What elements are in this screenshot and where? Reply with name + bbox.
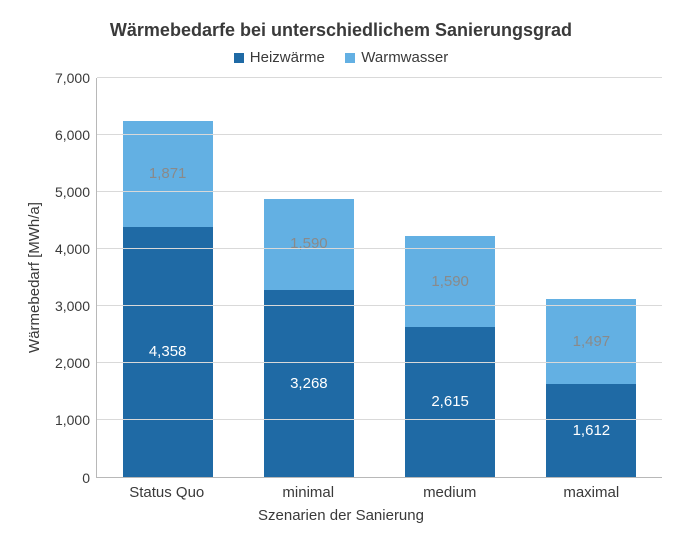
x-tick-label: medium xyxy=(405,484,495,501)
bar-value-label: 4,358 xyxy=(149,343,187,360)
y-axis-label-wrap: Wärmebedarf [MWh/a] xyxy=(20,78,48,478)
bar-column: 3,268 1,590 xyxy=(264,199,354,477)
bar-value-label: 1,612 xyxy=(573,422,611,439)
y-axis-label: Wärmebedarf [MWh/a] xyxy=(26,202,43,353)
y-tick-label: 5,000 xyxy=(55,184,90,200)
chart-legend: Heizwärme Warmwasser xyxy=(20,49,662,68)
y-tick-label: 6,000 xyxy=(55,127,90,143)
legend-label: Heizwärme xyxy=(250,49,325,66)
bar-segment-warmwasser: 1,497 xyxy=(546,299,636,385)
y-tick-label: 2,000 xyxy=(55,355,90,371)
bar-value-label: 2,615 xyxy=(431,393,469,410)
legend-label: Warmwasser xyxy=(361,49,448,66)
y-tick-label: 0 xyxy=(82,470,90,486)
y-axis: 01,0002,0003,0004,0005,0006,0007,000 xyxy=(48,78,96,478)
chart-title: Wärmebedarfe bei unterschiedlichem Sanie… xyxy=(20,20,662,41)
gridline xyxy=(97,248,662,249)
bar-value-label: 1,590 xyxy=(431,273,469,290)
gridline xyxy=(97,191,662,192)
bar-column: 4,358 1,871 xyxy=(123,121,213,477)
plot-area: 4,358 1,871 3,268 1,590 2,615 1,590 1,612 1,497 xyxy=(96,78,662,478)
y-tick-label: 4,000 xyxy=(55,241,90,257)
x-tick-label: minimal xyxy=(263,484,353,501)
bar-value-label: 1,497 xyxy=(573,333,611,350)
gridline xyxy=(97,362,662,363)
y-tick-label: 1,000 xyxy=(55,412,90,428)
y-tick-label: 7,000 xyxy=(55,70,90,86)
bar-segment-warmwasser: 1,590 xyxy=(264,199,354,290)
gridline xyxy=(97,305,662,306)
gridline xyxy=(97,134,662,135)
legend-swatch-icon xyxy=(234,53,244,63)
legend-item-warmwasser: Warmwasser xyxy=(345,49,448,66)
x-axis: Status Quo minimal medium maximal xyxy=(20,484,662,501)
bar-column: 2,615 1,590 xyxy=(405,236,495,476)
x-tick-label: Status Quo xyxy=(122,484,212,501)
bars-container: 4,358 1,871 3,268 1,590 2,615 1,590 1,612 1,497 xyxy=(97,78,662,477)
bar-value-label: 1,871 xyxy=(149,165,187,182)
legend-swatch-icon xyxy=(345,53,355,63)
bar-value-label: 3,268 xyxy=(290,375,328,392)
bar-column: 1,612 1,497 xyxy=(546,299,636,477)
bar-segment-heizwaerme: 4,358 xyxy=(123,227,213,476)
gridline xyxy=(97,419,662,420)
bar-segment-warmwasser: 1,871 xyxy=(123,121,213,228)
y-tick-label: 3,000 xyxy=(55,298,90,314)
gridline xyxy=(97,77,662,78)
bar-segment-warmwasser: 1,590 xyxy=(405,236,495,327)
x-tick-label: maximal xyxy=(546,484,636,501)
legend-item-heizwaerme: Heizwärme xyxy=(234,49,325,66)
plot-row: Wärmebedarf [MWh/a] 01,0002,0003,0004,00… xyxy=(20,78,662,478)
bar-value-label: 1,590 xyxy=(290,235,328,252)
x-axis-label: Szenarien der Sanierung xyxy=(20,507,662,524)
bar-segment-heizwaerme: 3,268 xyxy=(264,290,354,477)
bar-segment-heizwaerme: 2,615 xyxy=(405,327,495,476)
bar-segment-heizwaerme: 1,612 xyxy=(546,384,636,476)
chart-container: Wärmebedarfe bei unterschiedlichem Sanie… xyxy=(0,0,692,552)
